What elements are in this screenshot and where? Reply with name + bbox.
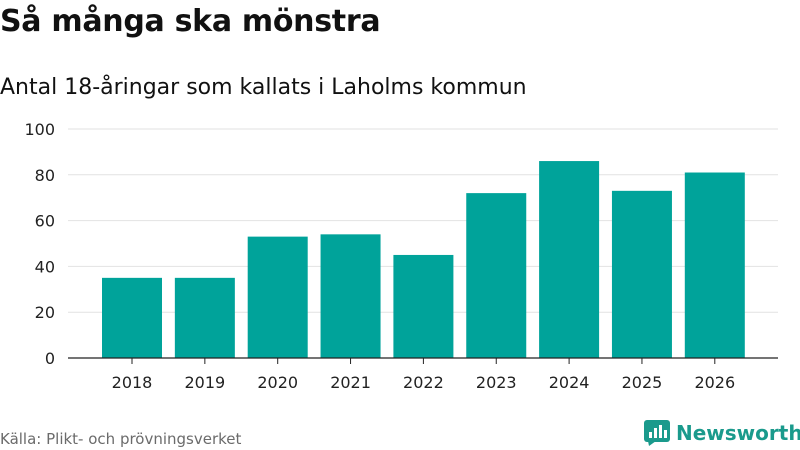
bar-2022 xyxy=(393,254,454,358)
x-tick-label: 2018 xyxy=(112,373,153,392)
chart-title: Så många ska mönstra xyxy=(0,4,381,39)
bar-2025 xyxy=(611,190,672,358)
y-tick-label: 20 xyxy=(35,303,55,322)
brand-name: Newsworthy xyxy=(676,421,800,445)
bars xyxy=(102,161,745,358)
x-tick-label: 2019 xyxy=(184,373,225,392)
x-tick-label: 2021 xyxy=(330,373,371,392)
x-tick-label: 2020 xyxy=(257,373,298,392)
newsworthy-logo-icon xyxy=(644,420,670,446)
x-axis xyxy=(68,357,778,364)
y-axis-tick-labels: 0 20 40 60 80 100 xyxy=(24,120,55,368)
bar-2021 xyxy=(320,234,381,358)
x-axis-tick-labels: 2018 2019 2020 2021 2022 2023 2024 2025 2026 xyxy=(112,373,736,392)
bar-2019 xyxy=(174,277,235,358)
x-tick-label: 2025 xyxy=(622,373,663,392)
bar-2020 xyxy=(247,236,308,358)
source-note: Källa: Plikt- och prövningsverket xyxy=(0,430,242,448)
chart-subtitle: Antal 18-åringar som kallats i Laholms k… xyxy=(0,75,527,100)
y-tick-label: 0 xyxy=(45,349,55,368)
x-tick-label: 2026 xyxy=(694,373,735,392)
y-tick-label: 40 xyxy=(35,257,55,276)
x-tick-label: 2024 xyxy=(549,373,590,392)
y-tick-label: 80 xyxy=(35,166,55,185)
bar-2018 xyxy=(102,277,162,358)
bar-2024 xyxy=(539,161,600,358)
y-tick-label: 60 xyxy=(35,212,55,231)
brand-logo: Newsworthy xyxy=(644,420,800,446)
y-tick-label: 100 xyxy=(24,120,55,139)
bar-2026 xyxy=(684,172,745,358)
x-tick-label: 2022 xyxy=(403,373,444,392)
bar-2023 xyxy=(466,193,527,358)
x-tick-label: 2023 xyxy=(476,373,517,392)
